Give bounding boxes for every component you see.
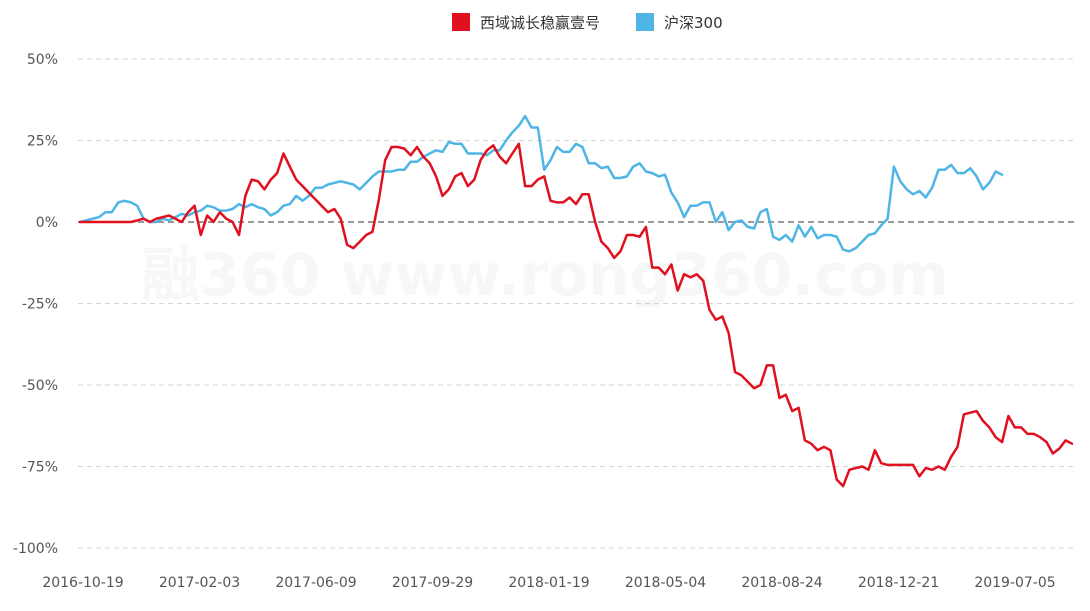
legend-swatch xyxy=(452,13,470,31)
x-axis-tick-labels: 2016-10-19 2017-02-03 2017-06-09 2017-09-29… xyxy=(42,575,1055,591)
legend-label: 西域诚长稳赢壹号 xyxy=(480,14,600,32)
y-tick-label: -75% xyxy=(22,460,58,476)
y-axis-tick-labels: 50% 25% 0% -25% -50% -75% -100% xyxy=(13,52,58,557)
watermark-logo-text: 融360 www.rong360.com xyxy=(141,241,948,309)
y-tick-label: 50% xyxy=(27,52,58,68)
legend-item: 西域诚长稳赢壹号 xyxy=(452,13,600,32)
x-tick-label: 2018-08-24 xyxy=(741,575,822,591)
x-tick-label: 2016-10-19 xyxy=(42,575,123,591)
series-lines xyxy=(78,114,1074,488)
legend-item: 沪深300 xyxy=(636,13,723,32)
y-tick-label: 25% xyxy=(27,134,58,150)
x-tick-label: 2017-06-09 xyxy=(275,575,356,591)
y-tick-label: 0% xyxy=(36,215,58,231)
x-tick-label: 2018-01-19 xyxy=(508,575,589,591)
legend: 西域诚长稳赢壹号 沪深300 xyxy=(452,13,723,32)
series-line-hs300 xyxy=(78,114,1004,253)
legend-label: 沪深300 xyxy=(664,14,723,32)
grid-lines xyxy=(78,58,1074,549)
x-tick-label: 2018-12-21 xyxy=(858,575,939,591)
x-tick-label: 2017-09-29 xyxy=(392,575,473,591)
x-tick-label: 2019-07-05 xyxy=(974,575,1055,591)
x-tick-label: 2017-02-03 xyxy=(159,575,240,591)
y-tick-label: -100% xyxy=(13,541,58,557)
series-line-xiyu xyxy=(78,142,1074,488)
y-tick-label: -25% xyxy=(22,297,58,313)
y-tick-label: -50% xyxy=(22,378,58,394)
legend-swatch xyxy=(636,13,654,31)
x-tick-label: 2018-05-04 xyxy=(625,575,706,591)
watermark: 融360 www.rong360.com xyxy=(141,241,948,309)
